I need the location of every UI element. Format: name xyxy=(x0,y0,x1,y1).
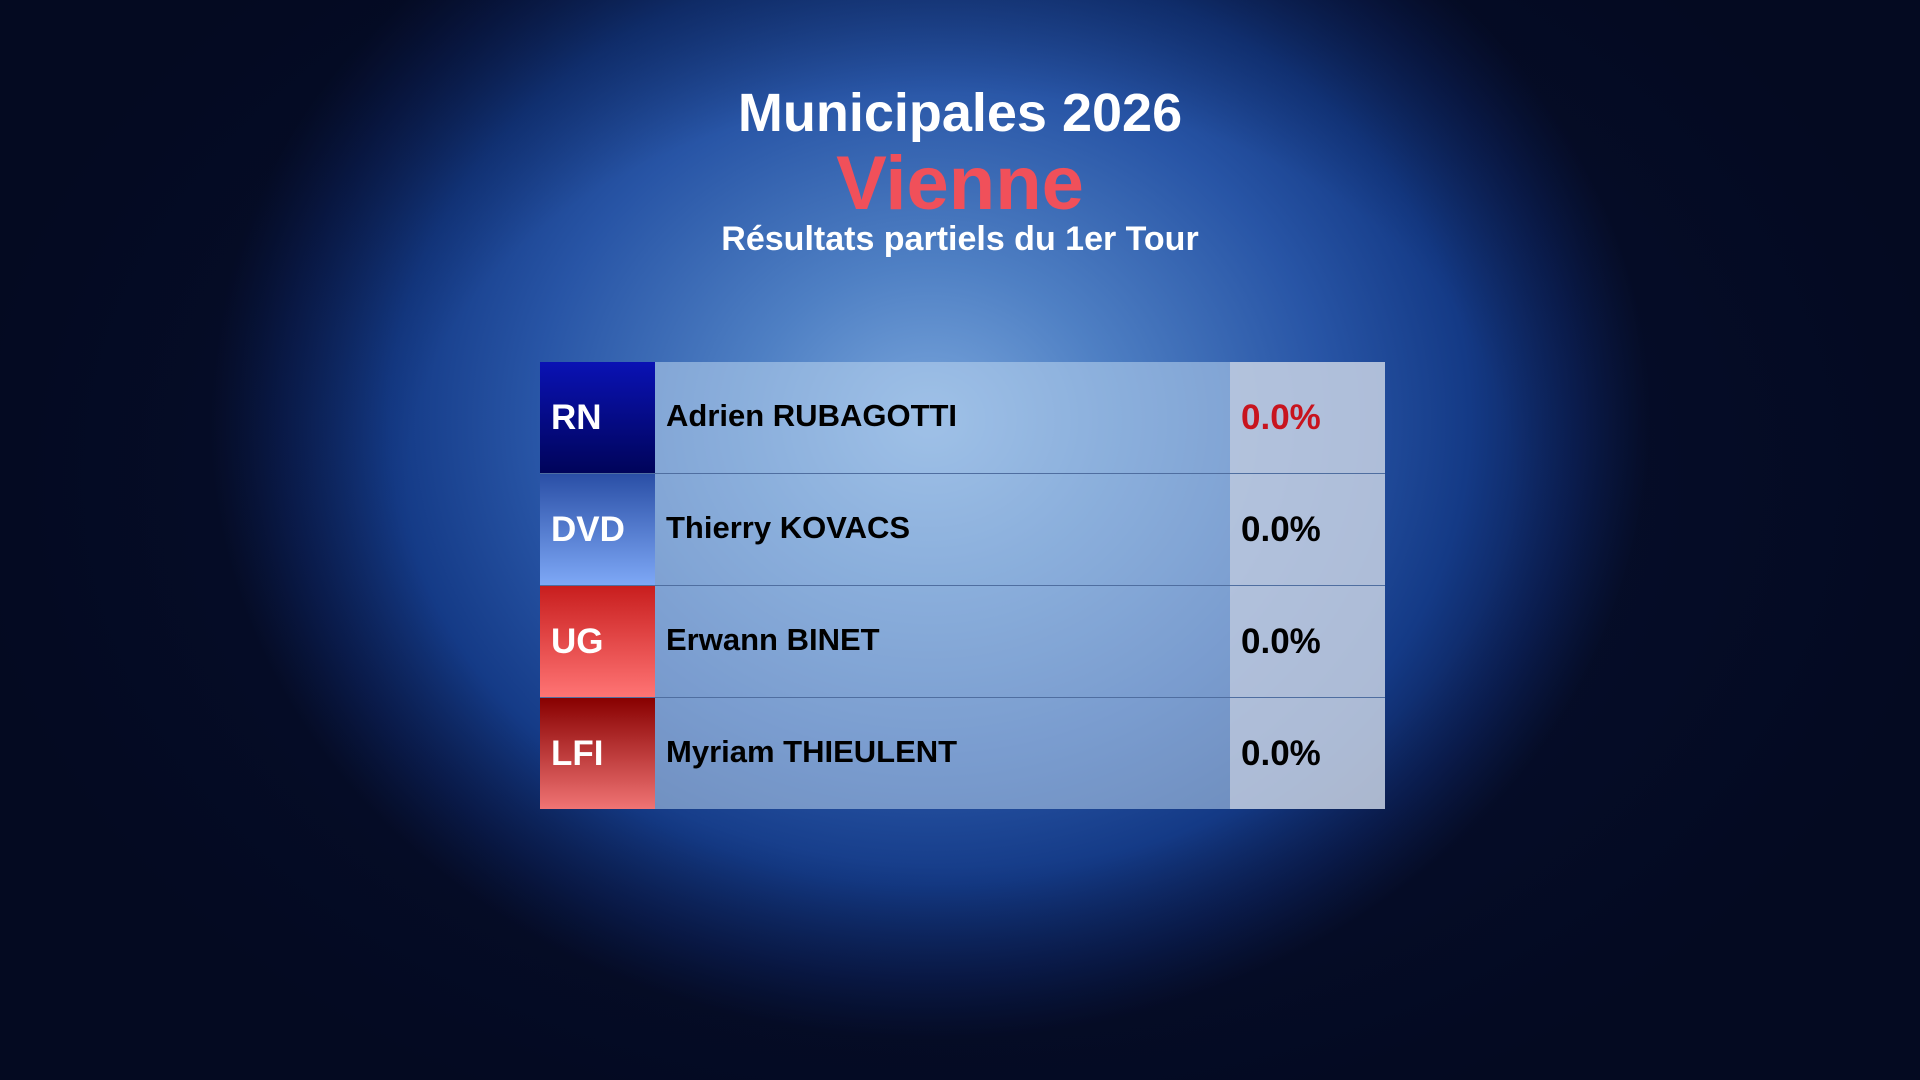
city-name: Vienne xyxy=(836,141,1084,226)
percent-value: 0.0% xyxy=(1230,586,1385,697)
page-title: Municipales 2026 xyxy=(737,83,1183,143)
subtitle: Résultats partiels du 1er Tour xyxy=(721,220,1199,258)
table-row: RN Adrien RUBAGOTTI 0.0% xyxy=(540,362,1385,474)
table-row: UG Erwann BINET 0.0% xyxy=(540,586,1385,698)
table-row: DVD Thierry KOVACS 0.0% xyxy=(540,474,1385,586)
candidate-name: Adrien RUBAGOTTI xyxy=(655,362,1230,473)
candidate-name: Thierry KOVACS xyxy=(655,474,1230,585)
candidate-name: Myriam THIEULENT xyxy=(655,698,1230,809)
percent-value: 0.0% xyxy=(1230,698,1385,809)
table-row: LFI Myriam THIEULENT 0.0% xyxy=(540,698,1385,809)
results-table: RN Adrien RUBAGOTTI 0.0% DVD Thierry KOV… xyxy=(540,362,1385,809)
percent-value: 0.0% xyxy=(1230,362,1385,473)
percent-value: 0.0% xyxy=(1230,474,1385,585)
party-label: LFI xyxy=(540,698,655,809)
candidate-name: Erwann BINET xyxy=(655,586,1230,697)
party-label: DVD xyxy=(540,474,655,585)
party-label: RN xyxy=(540,362,655,473)
party-label: UG xyxy=(540,586,655,697)
